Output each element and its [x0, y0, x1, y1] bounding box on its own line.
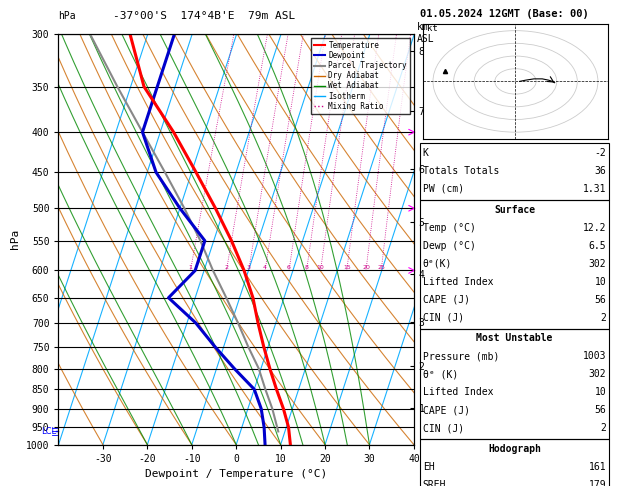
- Text: Lifted Index: Lifted Index: [423, 387, 493, 398]
- Text: Pressure (mb): Pressure (mb): [423, 351, 499, 362]
- Text: 302: 302: [589, 259, 606, 269]
- Text: Hodograph: Hodograph: [488, 444, 541, 454]
- Text: kt: kt: [427, 24, 438, 33]
- Text: 1003: 1003: [583, 351, 606, 362]
- Text: 1.31: 1.31: [583, 184, 606, 194]
- Text: LCL: LCL: [41, 427, 56, 436]
- Text: 25: 25: [377, 265, 385, 270]
- Text: θᵉ (K): θᵉ (K): [423, 369, 458, 380]
- Text: ASL: ASL: [416, 34, 434, 44]
- Legend: Temperature, Dewpoint, Parcel Trajectory, Dry Adiabat, Wet Adiabat, Isotherm, Mi: Temperature, Dewpoint, Parcel Trajectory…: [311, 38, 410, 114]
- Text: Totals Totals: Totals Totals: [423, 166, 499, 176]
- Text: 12.2: 12.2: [583, 223, 606, 233]
- Text: 4: 4: [263, 265, 267, 270]
- Text: 1: 1: [189, 265, 192, 270]
- Text: 161: 161: [589, 462, 606, 472]
- Text: 56: 56: [594, 295, 606, 305]
- Text: 302: 302: [589, 369, 606, 380]
- Text: EH: EH: [423, 462, 435, 472]
- Text: SREH: SREH: [423, 480, 446, 486]
- Text: -2: -2: [594, 148, 606, 158]
- Text: 8: 8: [304, 265, 308, 270]
- Text: CAPE (J): CAPE (J): [423, 295, 470, 305]
- Text: 10: 10: [594, 387, 606, 398]
- Y-axis label: hPa: hPa: [11, 229, 20, 249]
- Text: -37°00'S  174°4B'E  79m ASL: -37°00'S 174°4B'E 79m ASL: [113, 11, 296, 21]
- Text: Surface: Surface: [494, 205, 535, 215]
- Text: Most Unstable: Most Unstable: [476, 333, 553, 344]
- Text: 10: 10: [316, 265, 325, 270]
- Text: 2: 2: [601, 312, 606, 323]
- Text: 6: 6: [287, 265, 291, 270]
- X-axis label: Dewpoint / Temperature (°C): Dewpoint / Temperature (°C): [145, 469, 327, 479]
- Text: Temp (°C): Temp (°C): [423, 223, 476, 233]
- Text: 3: 3: [247, 265, 251, 270]
- Text: CIN (J): CIN (J): [423, 423, 464, 434]
- Text: 15: 15: [343, 265, 350, 270]
- Text: K: K: [423, 148, 428, 158]
- Text: 01.05.2024 12GMT (Base: 00): 01.05.2024 12GMT (Base: 00): [420, 9, 589, 19]
- Text: Lifted Index: Lifted Index: [423, 277, 493, 287]
- Text: km: km: [416, 22, 428, 32]
- Text: 20: 20: [362, 265, 370, 270]
- Text: Dewp (°C): Dewp (°C): [423, 241, 476, 251]
- Text: 56: 56: [594, 405, 606, 416]
- Text: 6.5: 6.5: [589, 241, 606, 251]
- Text: PW (cm): PW (cm): [423, 184, 464, 194]
- Text: CIN (J): CIN (J): [423, 312, 464, 323]
- Text: 10: 10: [594, 277, 606, 287]
- Text: 2: 2: [601, 423, 606, 434]
- Text: θᵉ(K): θᵉ(K): [423, 259, 452, 269]
- Text: hPa: hPa: [58, 11, 76, 21]
- Text: 36: 36: [594, 166, 606, 176]
- Text: 179: 179: [589, 480, 606, 486]
- Text: CAPE (J): CAPE (J): [423, 405, 470, 416]
- Text: 2: 2: [225, 265, 228, 270]
